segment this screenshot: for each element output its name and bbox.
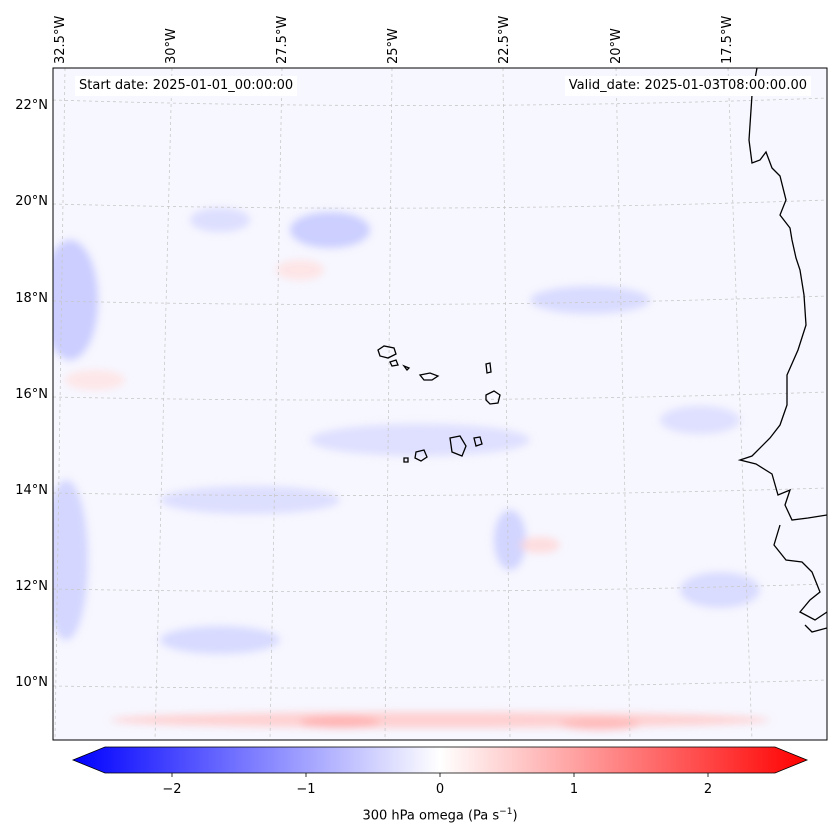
lon-label-32-5w: 32.5°W [53, 15, 68, 64]
lat-label-22n: 22°N [15, 98, 48, 113]
lon-label-20w: 20°W [609, 28, 624, 64]
lat-label-16n: 16°N [15, 387, 48, 402]
colorbar-ticks [171, 773, 709, 777]
lon-label-27-5w: 27.5°W [275, 15, 290, 64]
map-frame [52, 67, 828, 741]
colorbar-tick-label: −2 [162, 782, 182, 797]
lon-label-17-5w: 17.5°W [720, 15, 735, 64]
lat-label-12n: 12°N [15, 579, 48, 594]
colorbar-tick-label: 2 [703, 782, 713, 797]
colorbar-tick-label: −1 [296, 782, 316, 797]
lon-label-30w: 30°W [164, 28, 179, 64]
colorbar-tick-label: 1 [569, 782, 579, 797]
coastline-africa [737, 68, 827, 633]
start-date-label: Start date: 2025-01-01_00:00:00 [75, 76, 298, 96]
lon-label-25w: 25°W [386, 28, 401, 64]
lat-label-14n: 14°N [15, 483, 48, 498]
colorbar-tick-label: 0 [435, 782, 445, 797]
lon-label-22-5w: 22.5°W [497, 15, 512, 64]
lat-label-20n: 20°N [15, 194, 48, 209]
omega-field-shading [53, 208, 770, 730]
lat-label-10n: 10°N [15, 675, 48, 690]
lat-label-18n: 18°N [15, 291, 48, 306]
colorbar-label: 300 hPa omega (Pa s−1) [362, 807, 518, 824]
valid-date-label: Valid_date: 2025-01-03T08:00:00.00 [564, 76, 811, 96]
colorbar [71, 746, 809, 774]
graticule-gridlines [53, 68, 827, 740]
omega-field-background [53, 68, 827, 740]
coastline-cape-verde [377, 345, 501, 463]
